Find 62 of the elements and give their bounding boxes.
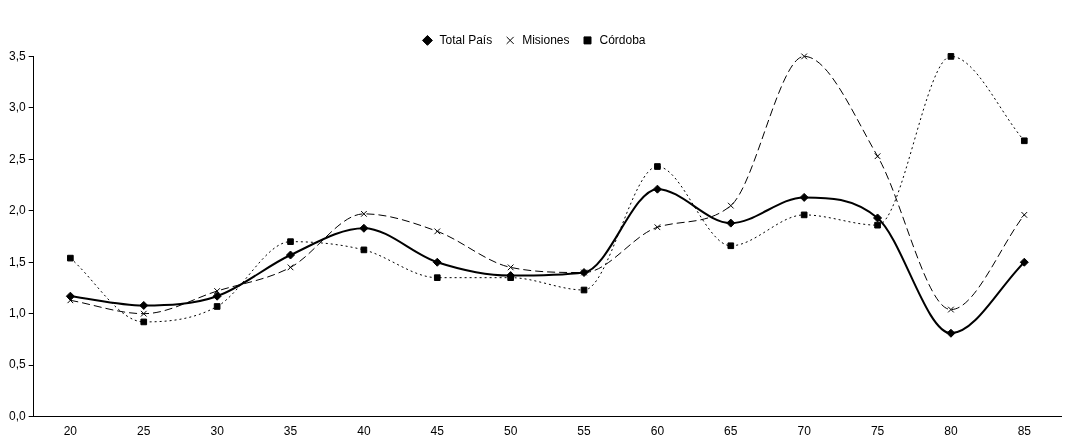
point bbox=[580, 286, 588, 294]
point bbox=[1020, 137, 1028, 145]
point bbox=[652, 184, 662, 194]
point bbox=[140, 310, 148, 318]
point bbox=[800, 53, 808, 60]
point bbox=[507, 264, 514, 271]
legend-label: Total País bbox=[439, 32, 493, 47]
point bbox=[727, 242, 735, 250]
x-tick-label: 55 bbox=[577, 424, 592, 439]
x-tick-label: 65 bbox=[724, 424, 738, 439]
x-tick-label: 20 bbox=[63, 424, 78, 439]
point bbox=[433, 274, 441, 281]
y-tick-label: 2,5 bbox=[8, 151, 26, 166]
point bbox=[213, 303, 221, 310]
y-tick-label: 3,0 bbox=[8, 100, 26, 115]
point bbox=[947, 306, 955, 313]
x-tick-label: 80 bbox=[944, 424, 958, 439]
point bbox=[800, 211, 808, 219]
point bbox=[873, 213, 883, 223]
point bbox=[360, 210, 368, 218]
point bbox=[213, 287, 221, 295]
point bbox=[432, 257, 442, 267]
point bbox=[874, 221, 881, 229]
y-tick-label: 2,0 bbox=[8, 203, 26, 218]
x-tick-label: 35 bbox=[283, 424, 298, 439]
point bbox=[433, 228, 441, 235]
point bbox=[140, 318, 148, 326]
point bbox=[67, 254, 74, 262]
y-tick-label: 1,5 bbox=[8, 254, 26, 269]
x-tick-label: 40 bbox=[357, 424, 371, 439]
point bbox=[726, 218, 736, 228]
x-tick-label: 25 bbox=[137, 424, 151, 439]
y-tick-label: 1,0 bbox=[8, 306, 26, 320]
x-tick-label: 45 bbox=[430, 424, 445, 439]
point bbox=[1019, 257, 1029, 267]
point bbox=[947, 53, 955, 60]
y-tick-label: 0,0 bbox=[8, 408, 26, 423]
point bbox=[1020, 211, 1028, 219]
point bbox=[654, 223, 661, 231]
point bbox=[65, 291, 75, 301]
x-tick-label: 85 bbox=[1017, 424, 1032, 439]
point bbox=[287, 264, 294, 271]
x-tick-label: 60 bbox=[650, 424, 665, 439]
y-tick-label: 3,5 bbox=[8, 48, 26, 63]
x-tick-label: 30 bbox=[210, 424, 225, 439]
x-tick-label: 70 bbox=[797, 424, 812, 439]
point bbox=[286, 250, 296, 260]
point bbox=[727, 202, 735, 209]
x-tick-label: 75 bbox=[870, 424, 885, 439]
point bbox=[212, 291, 222, 301]
point bbox=[654, 163, 661, 170]
point bbox=[799, 192, 809, 202]
point bbox=[360, 246, 368, 254]
legend-label: Córdoba bbox=[599, 32, 646, 47]
x-tick-label: 50 bbox=[503, 424, 518, 439]
point bbox=[287, 238, 294, 245]
point bbox=[946, 328, 956, 338]
point bbox=[359, 223, 369, 233]
point bbox=[874, 152, 881, 160]
y-tick-label: 0,5 bbox=[8, 357, 26, 372]
legend-label: Misiones bbox=[522, 32, 570, 47]
point bbox=[139, 300, 149, 310]
